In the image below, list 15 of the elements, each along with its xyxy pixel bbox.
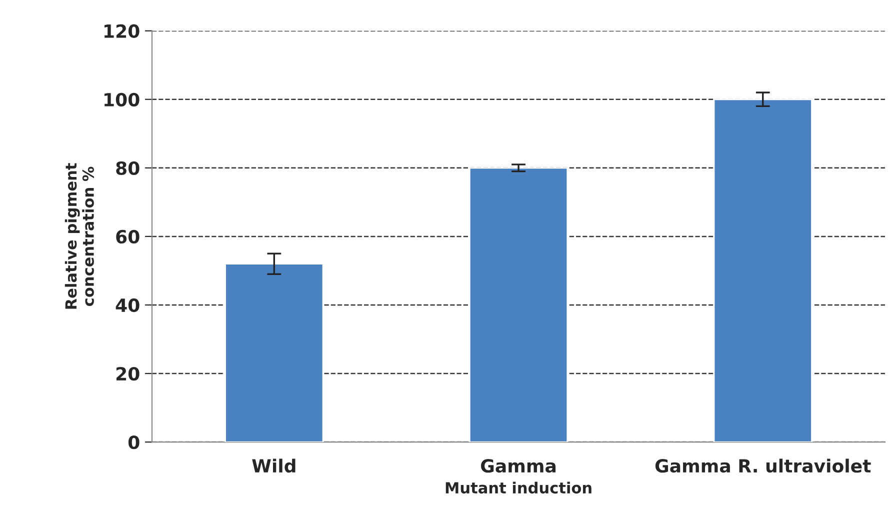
bar [468, 167, 568, 442]
y-tick-label: 0 [128, 436, 140, 450]
y-tick-label: 60 [116, 230, 140, 244]
y-tick-label: 80 [116, 161, 140, 176]
y-axis-title: Relative pigment concentration % [64, 163, 94, 309]
x-tick-label: Gamma R. ultraviolet [655, 458, 871, 473]
y-tick-label: 120 [104, 24, 140, 38]
bar [713, 98, 812, 442]
y-tick-label: 40 [116, 298, 140, 312]
x-tick-label: Gamma [481, 459, 556, 473]
bar [224, 263, 324, 442]
y-tick-label: 100 [104, 92, 140, 106]
x-axis-title: Mutant induction [446, 482, 592, 494]
x-tick-label: Wild [252, 458, 296, 473]
y-tick-label: 20 [116, 366, 140, 381]
